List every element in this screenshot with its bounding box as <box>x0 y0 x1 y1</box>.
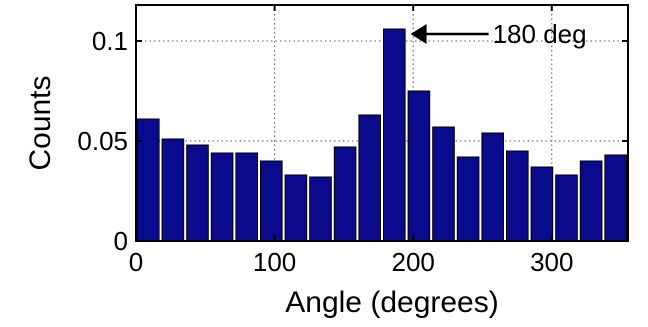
bar <box>456 156 480 242</box>
bar <box>579 160 603 242</box>
x-tick-label: 200 <box>391 247 434 277</box>
bar <box>284 174 308 242</box>
bar <box>407 90 431 242</box>
bar <box>210 152 234 242</box>
x-axis-title: Angle (degrees) <box>285 286 498 319</box>
y-tick-label: 0.05 <box>77 126 128 156</box>
bar <box>161 138 185 242</box>
x-tick-label: 0 <box>129 247 143 277</box>
axis-ticks: 0 100 200 300 0 0.05 0.1 <box>77 5 628 277</box>
x-tick-label: 300 <box>530 247 573 277</box>
bar <box>186 144 209 242</box>
bar <box>481 132 504 242</box>
bar <box>358 114 381 242</box>
annotation-label: 180 deg <box>493 19 587 49</box>
bar <box>137 118 160 242</box>
annotation-arrow-head <box>410 24 427 44</box>
y-axis-title: Counts <box>24 75 57 170</box>
plot-frame <box>135 4 629 242</box>
x-tick-label: 100 <box>253 247 296 277</box>
y-tick-label: 0 <box>114 226 128 256</box>
bar <box>235 152 258 242</box>
bars <box>137 28 628 242</box>
bar <box>604 154 628 242</box>
bar <box>309 176 332 242</box>
annotation: 180 deg <box>410 19 587 49</box>
bar <box>383 28 406 242</box>
y-tick-label: 0.1 <box>92 26 128 56</box>
bar <box>260 160 283 242</box>
bar <box>432 126 455 242</box>
bar <box>555 174 578 242</box>
bar <box>530 166 554 242</box>
bar <box>333 146 357 242</box>
bar <box>506 150 529 242</box>
